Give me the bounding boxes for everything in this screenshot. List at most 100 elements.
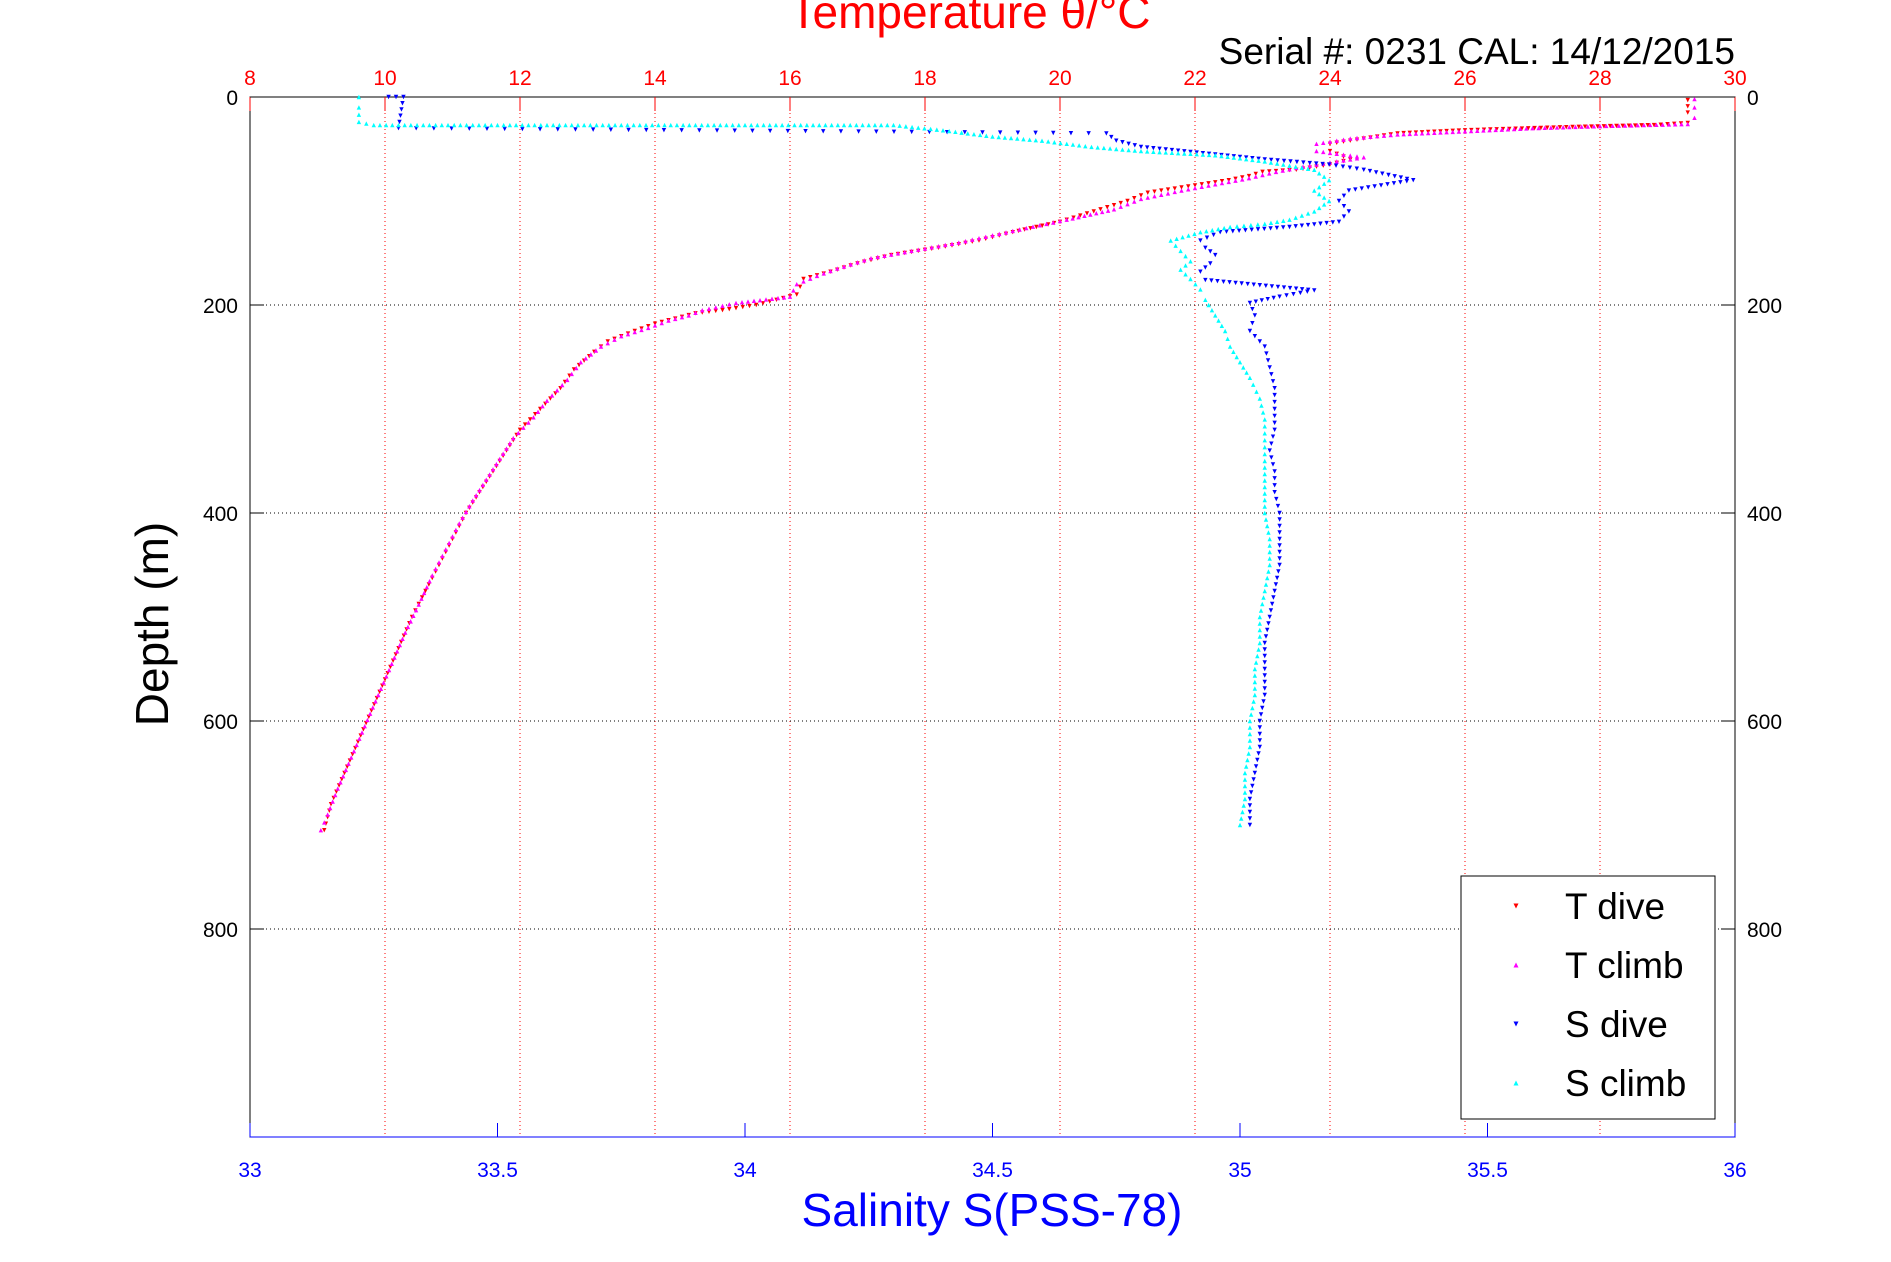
data-point: [516, 430, 521, 436]
left-tick-label-600: 600: [203, 711, 238, 734]
data-point: [1213, 182, 1218, 187]
data-point: [1610, 123, 1615, 129]
data-point: [1263, 582, 1269, 587]
data-point: [1262, 510, 1267, 516]
data-point: [1576, 124, 1581, 130]
data-point: [1216, 318, 1221, 323]
data-point: [1326, 198, 1332, 204]
data-point: [538, 122, 544, 128]
top-tick-label-20: 20: [1048, 67, 1071, 90]
data-point: [1192, 185, 1198, 191]
data-point: [1138, 144, 1144, 150]
data-point: [436, 560, 442, 565]
data-point: [1554, 125, 1560, 130]
top-tick-label-18: 18: [913, 67, 936, 90]
data-point: [1256, 158, 1261, 163]
data-point: [367, 711, 373, 716]
data-point: [798, 122, 803, 128]
data-point: [526, 122, 531, 128]
data-point: [1172, 189, 1177, 195]
data-point: [574, 365, 579, 371]
data-point: [408, 122, 414, 128]
data-point: [1118, 200, 1123, 206]
data-point: [693, 122, 698, 128]
data-point: [1392, 174, 1397, 179]
data-point: [1269, 455, 1274, 460]
data-point: [1564, 124, 1569, 130]
data-point: [1082, 213, 1087, 219]
data-point: [637, 122, 643, 128]
data-point: [1262, 438, 1267, 443]
data-point: [1560, 125, 1566, 130]
data-point: [605, 340, 610, 346]
data-point: [1262, 640, 1267, 646]
data-point: [394, 649, 400, 654]
data-point: [1312, 188, 1317, 193]
data-point: [1239, 281, 1244, 286]
data-point: [1242, 790, 1248, 795]
data-point: [767, 128, 773, 134]
data-point: [661, 127, 667, 133]
right-tick-label-200: 200: [1747, 295, 1782, 318]
data-point: [1257, 621, 1262, 626]
data-point: [878, 122, 884, 128]
data-point: [755, 122, 760, 128]
data-point: [1291, 291, 1296, 297]
data-point: [1252, 673, 1258, 678]
data-point: [1234, 224, 1240, 229]
data-point: [520, 126, 525, 132]
data-point: [1276, 569, 1281, 574]
data-point: [727, 306, 732, 312]
data-point: [1266, 569, 1271, 574]
data-point: [1692, 115, 1697, 120]
data-point: [1250, 157, 1255, 163]
data-point: [1040, 223, 1045, 228]
data-point: [1258, 608, 1264, 613]
data-point: [1105, 205, 1110, 210]
series-t-dive: [322, 97, 1690, 833]
data-point: [450, 534, 455, 539]
data-point: [936, 243, 941, 249]
data-point: [940, 128, 946, 133]
data-point: [1287, 167, 1292, 172]
data-point: [794, 282, 799, 287]
data-point: [1419, 131, 1425, 136]
data-point: [666, 318, 671, 323]
data-point: [1260, 601, 1265, 607]
data-point: [470, 498, 475, 503]
data-point: [1330, 220, 1336, 225]
data-point: [1626, 123, 1632, 128]
data-point: [397, 119, 402, 125]
data-point: [1089, 144, 1094, 150]
data-point: [1247, 822, 1253, 828]
data-point: [427, 579, 432, 584]
data-point: [970, 237, 975, 242]
data-point: [1268, 608, 1274, 613]
data-point: [1317, 184, 1322, 190]
top-tick-label-10: 10: [373, 67, 396, 90]
data-point: [1256, 751, 1261, 756]
data-point: [1188, 259, 1193, 264]
data-point: [821, 271, 826, 276]
data-point: [1193, 282, 1198, 287]
data-point: [649, 122, 655, 128]
data-point: [1255, 222, 1261, 227]
data-point: [727, 302, 732, 307]
data-point: [1287, 163, 1292, 168]
data-point: [868, 256, 874, 261]
data-point: [1614, 123, 1619, 129]
data-point: [484, 477, 489, 482]
data-point: [1281, 285, 1287, 290]
data-point: [706, 306, 712, 311]
data-point: [976, 236, 982, 241]
data-point: [1186, 184, 1191, 189]
data-point: [1557, 125, 1563, 130]
data-point: [1257, 744, 1262, 750]
data-point: [1519, 126, 1525, 131]
data-point: [1263, 517, 1269, 522]
data-point: [1260, 705, 1265, 711]
data-point: [1277, 530, 1282, 535]
data-point: [1685, 110, 1690, 115]
data-point: [687, 122, 692, 128]
left-tick-label-800: 800: [203, 919, 238, 942]
